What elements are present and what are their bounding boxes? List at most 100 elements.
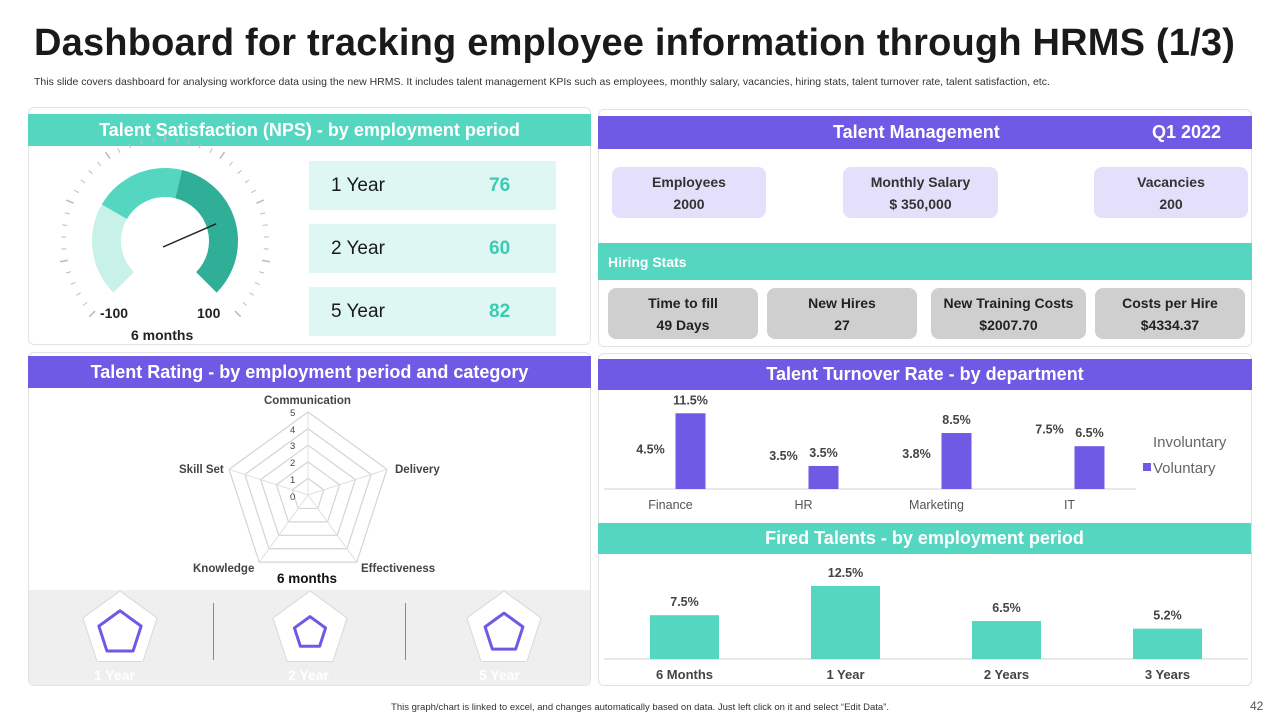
kpi-value: $2007.70 — [979, 316, 1038, 333]
page-subtitle: This slide covers dashboard for analysin… — [34, 76, 1050, 88]
gauge-max-label: 100 — [197, 305, 221, 321]
mini-radar-series — [97, 609, 143, 653]
turnover-category-label: Finance — [648, 498, 693, 512]
kpi-label: New Training Costs — [943, 294, 1074, 311]
nps-row-label: 1 Year — [331, 174, 385, 196]
kpi-new-training-costs[interactable]: New Training Costs $2007.70 — [931, 288, 1086, 339]
turnover-involuntary-label: 3.8% — [902, 447, 931, 461]
turnover-voluntary-bar — [1074, 446, 1105, 489]
nps-row-5-year[interactable]: 5 Year 82 — [309, 287, 556, 336]
gauge-caption: 6 months — [131, 327, 194, 343]
turnover-involuntary-label: 3.5% — [769, 449, 798, 463]
fired-bar — [1133, 628, 1202, 659]
radar-tick-1: 1 — [290, 475, 296, 486]
legend-involuntary: Involuntary — [1153, 434, 1227, 451]
mini-separator — [213, 603, 214, 660]
mini-label-5-year: 5 Year — [479, 667, 521, 683]
radar-axis-delivery: Delivery — [395, 464, 440, 476]
kpi-value: 200 — [1159, 195, 1183, 212]
fired-category-label: 3 Years — [1145, 667, 1190, 682]
mini-radar-bg — [82, 590, 158, 663]
radar-ring — [244, 427, 372, 550]
radar-ring — [291, 477, 325, 510]
legend-voluntary: Voluntary — [1153, 460, 1216, 477]
kpi-label: Monthly Salary — [870, 173, 971, 190]
turnover-category-label: Marketing — [909, 498, 964, 512]
kpi-value: $4334.37 — [1140, 316, 1200, 333]
fired-value-label: 7.5% — [670, 595, 699, 609]
fired-category-label: 6 Months — [656, 667, 713, 682]
gauge-min-label: -100 — [100, 305, 129, 321]
radar-tick-5: 5 — [290, 408, 296, 419]
radar-spoke — [307, 468, 388, 496]
fired-category-label: 1 Year — [826, 667, 864, 682]
nps-row-label: 2 Year — [331, 237, 385, 259]
kpi-label: Time to fill — [648, 294, 718, 311]
kpi-costs-per-hire[interactable]: Costs per Hire $4334.37 — [1095, 288, 1245, 339]
nps-header: Talent Satisfaction (NPS) - by employmen… — [28, 114, 591, 146]
turnover-category-label: IT — [1064, 498, 1075, 512]
kpi-value: $ 350,000 — [889, 195, 952, 212]
mini-radar-bg — [272, 590, 348, 663]
page-title: Dashboard for tracking employee informat… — [34, 22, 1236, 64]
fired-category-label: 2 Years — [984, 667, 1029, 682]
legend-voluntary-swatch — [1143, 463, 1151, 471]
radar-tick-2: 2 — [290, 458, 296, 469]
radar-ring — [228, 411, 388, 563]
mini-radar-bg — [466, 590, 542, 663]
page-number: 42 — [1250, 699, 1264, 713]
mini-label-1-year: 1 Year — [94, 667, 136, 683]
fired-bar — [650, 615, 719, 659]
radar-axis-communication: Communication — [264, 395, 351, 407]
radar-tick-3: 3 — [290, 441, 296, 452]
footer-note: This graph/chart is linked to excel, and… — [391, 702, 889, 713]
turnover-voluntary-bar — [808, 465, 839, 489]
turnover-voluntary-label: 8.5% — [942, 413, 971, 427]
radar-tick-4: 4 — [290, 425, 296, 436]
radar-spokes — [228, 412, 388, 563]
radar-tick-0: 0 — [290, 492, 296, 503]
talent-management-period: Q1 2022 — [1152, 122, 1222, 142]
nps-row-2-year[interactable]: 2 Year 60 — [309, 224, 556, 273]
fired-bar — [972, 621, 1041, 659]
nps-row-1-year[interactable]: 1 Year 76 — [309, 161, 556, 210]
kpi-time-to-fill[interactable]: Time to fill 49 Days — [608, 288, 758, 339]
mini-radar-series — [292, 615, 328, 648]
turnover-involuntary-label: 7.5% — [1035, 423, 1064, 437]
mini-label-2-year: 2 Year — [288, 667, 330, 683]
kpi-value: 27 — [834, 316, 850, 333]
kpi-vacancies[interactable]: Vacancies 200 — [1094, 167, 1248, 218]
turnover-voluntary-label: 6.5% — [1075, 426, 1104, 440]
radar-minis — [82, 590, 542, 663]
radar-axis-knowledge: Knowledge — [193, 563, 255, 575]
turnover-voluntary-bar — [941, 433, 972, 489]
fired-header: Fired Talents - by employment period — [598, 523, 1251, 554]
fired-value-label: 5.2% — [1153, 609, 1182, 623]
kpi-label: Employees — [652, 173, 726, 190]
radar-caption: 6 months — [277, 571, 338, 586]
kpi-employees[interactable]: Employees 2000 — [612, 167, 766, 218]
kpi-label: New Hires — [808, 294, 876, 311]
nps-row-label: 5 Year — [331, 300, 385, 322]
kpi-value: 2000 — [673, 195, 705, 212]
kpi-label: Vacancies — [1137, 173, 1205, 190]
nps-row-value: 82 — [489, 300, 511, 322]
radar-spoke — [307, 494, 358, 563]
fired-value-label: 6.5% — [992, 601, 1021, 615]
turnover-category-label: HR — [794, 498, 812, 512]
hiring-stats-header: Hiring Stats — [598, 243, 1252, 280]
kpi-value: 49 Days — [656, 316, 710, 333]
turnover-voluntary-label: 3.5% — [809, 446, 838, 460]
radar-axis-skill-set: Skill Set — [179, 464, 224, 476]
mini-radar-series — [483, 611, 525, 651]
kpi-new-hires[interactable]: New Hires 27 — [767, 288, 917, 339]
kpi-label: Costs per Hire — [1122, 294, 1218, 311]
radar-axis-effectiveness: Effectiveness — [361, 563, 436, 575]
kpi-monthly-salary[interactable]: Monthly Salary $ 350,000 — [843, 167, 998, 218]
radar-spoke — [258, 494, 309, 563]
turnover-voluntary-label: 11.5% — [673, 393, 708, 407]
nps-row-value: 76 — [489, 174, 511, 196]
